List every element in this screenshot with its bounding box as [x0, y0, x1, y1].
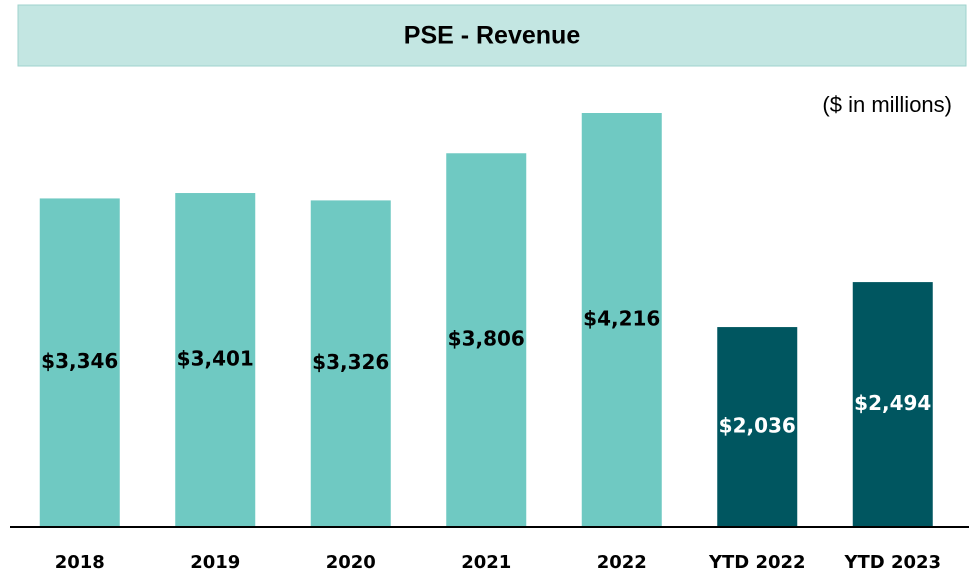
- x-tick-label: YTD 2023: [843, 552, 941, 573]
- bar: [852, 282, 933, 527]
- x-tick-label: 2018: [55, 552, 105, 573]
- data-label: $3,806: [448, 327, 525, 351]
- data-label: $2,494: [854, 391, 931, 415]
- bar: [717, 327, 798, 527]
- chart-title: PSE - Revenue: [404, 22, 581, 50]
- data-label: $3,326: [312, 350, 389, 374]
- chart-subtitle: ($ in millions): [822, 92, 952, 117]
- x-tick-label: 2020: [326, 552, 376, 573]
- data-label: $4,216: [583, 307, 660, 331]
- data-label: $3,346: [41, 349, 118, 373]
- bar: [446, 153, 527, 527]
- bar: [39, 198, 120, 527]
- x-tick-label: 2019: [190, 552, 240, 573]
- data-label: $3,401: [177, 347, 254, 371]
- bar: [310, 200, 391, 527]
- bar: [175, 193, 256, 528]
- x-tick-label: YTD 2022: [708, 552, 806, 573]
- data-label: $2,036: [719, 414, 796, 438]
- bar: [581, 113, 662, 527]
- x-tick-label: 2021: [461, 552, 511, 573]
- title-banner: [17, 4, 967, 67]
- x-tick-label: 2022: [597, 552, 647, 573]
